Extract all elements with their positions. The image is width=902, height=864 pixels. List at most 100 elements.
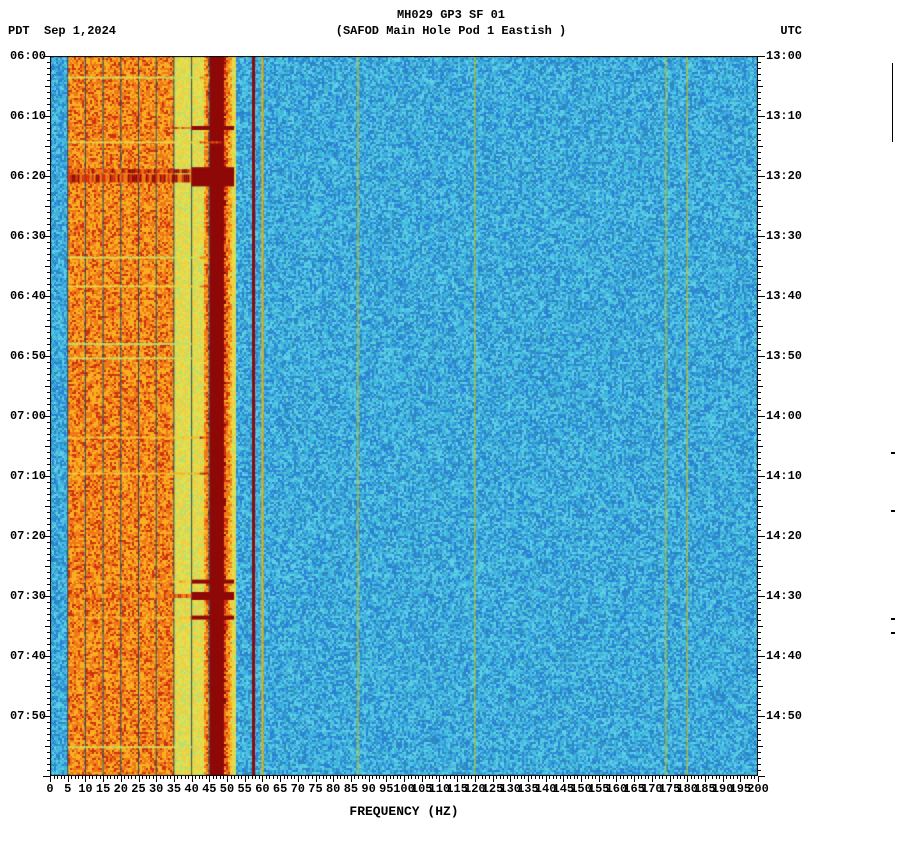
x-minor-tick — [606, 776, 607, 779]
y-right-tick-label: 13:10 — [766, 109, 802, 123]
y-tick — [758, 722, 761, 723]
y-tick — [47, 752, 50, 753]
y-tick — [47, 254, 50, 255]
y-tick — [758, 224, 761, 225]
x-minor-tick — [446, 776, 447, 779]
x-minor-tick — [319, 776, 320, 779]
y-tick — [47, 284, 50, 285]
y-tick — [758, 446, 763, 447]
y-tick — [47, 170, 50, 171]
y-tick — [758, 212, 761, 213]
x-minor-tick — [694, 776, 695, 779]
y-tick — [47, 614, 50, 615]
spectrogram-plot — [50, 56, 758, 776]
x-minor-tick — [153, 776, 154, 779]
x-minor-tick — [170, 776, 171, 779]
x-minor-tick — [365, 776, 366, 779]
x-minor-tick — [199, 776, 200, 779]
x-minor-tick — [503, 776, 504, 779]
x-minor-tick — [177, 776, 178, 779]
y-tick — [47, 290, 50, 291]
y-tick — [47, 212, 50, 213]
y-tick — [47, 722, 50, 723]
y-tick — [758, 704, 761, 705]
y-tick — [758, 560, 761, 561]
y-tick — [758, 92, 761, 93]
y-tick — [47, 518, 50, 519]
y-tick — [758, 716, 765, 717]
y-left-tick-label: 06:20 — [10, 169, 46, 183]
x-minor-tick — [75, 776, 76, 779]
y-tick — [758, 422, 761, 423]
y-left-tick-label: 06:50 — [10, 349, 46, 363]
side-marker — [891, 510, 895, 512]
x-minor-tick — [567, 776, 568, 779]
x-minor-tick — [517, 776, 518, 779]
y-tick — [47, 674, 50, 675]
y-tick — [47, 122, 50, 123]
y-tick — [758, 776, 765, 777]
y-tick — [758, 80, 761, 81]
x-tick-label: 20 — [114, 782, 128, 796]
y-tick — [47, 392, 50, 393]
y-tick — [758, 62, 761, 63]
x-minor-tick — [379, 776, 380, 779]
y-left-tick-label: 07:20 — [10, 529, 46, 543]
x-minor-tick — [284, 776, 285, 779]
y-tick — [47, 332, 50, 333]
y-tick — [758, 344, 761, 345]
x-minor-tick — [574, 776, 575, 779]
x-minor-tick — [425, 776, 426, 779]
x-minor-tick — [468, 776, 469, 779]
y-tick — [758, 458, 761, 459]
y-tick — [758, 440, 761, 441]
x-minor-tick — [588, 776, 589, 779]
y-tick — [47, 422, 50, 423]
x-minor-tick — [627, 776, 628, 779]
y-tick — [758, 206, 763, 207]
y-left-tick-label: 07:40 — [10, 649, 46, 663]
y-tick — [758, 416, 765, 417]
y-tick — [758, 242, 761, 243]
x-tick-label: 10 — [78, 782, 92, 796]
y-tick — [45, 626, 50, 627]
x-minor-tick — [698, 776, 699, 779]
y-tick — [758, 86, 763, 87]
y-tick — [47, 710, 50, 711]
y-tick — [758, 464, 761, 465]
y-tick — [43, 476, 50, 477]
y-tick — [758, 248, 761, 249]
y-tick — [47, 320, 50, 321]
y-tick — [758, 308, 761, 309]
y-tick — [758, 728, 761, 729]
x-tick-label: 35 — [167, 782, 181, 796]
x-minor-tick — [213, 776, 214, 779]
y-tick — [758, 68, 761, 69]
x-minor-tick — [429, 776, 430, 779]
y-tick — [758, 620, 761, 621]
x-minor-tick — [347, 776, 348, 779]
y-tick — [47, 410, 50, 411]
y-tick — [758, 332, 761, 333]
y-tick — [758, 260, 761, 261]
x-minor-tick — [238, 776, 239, 779]
y-tick — [758, 314, 761, 315]
x-minor-tick — [645, 776, 646, 779]
x-minor-tick — [266, 776, 267, 779]
x-minor-tick — [684, 776, 685, 779]
x-tick-label: 40 — [184, 782, 198, 796]
y-tick — [758, 362, 761, 363]
x-minor-tick — [383, 776, 384, 779]
x-minor-tick — [701, 776, 702, 779]
y-tick — [47, 632, 50, 633]
x-minor-tick — [415, 776, 416, 779]
x-minor-tick — [107, 776, 108, 779]
y-tick — [758, 740, 761, 741]
y-tick — [758, 428, 761, 429]
y-tick — [47, 158, 50, 159]
side-marker — [891, 452, 895, 454]
x-tick-label: 95 — [379, 782, 393, 796]
y-tick — [758, 104, 761, 105]
y-tick — [758, 590, 761, 591]
x-minor-tick — [308, 776, 309, 779]
